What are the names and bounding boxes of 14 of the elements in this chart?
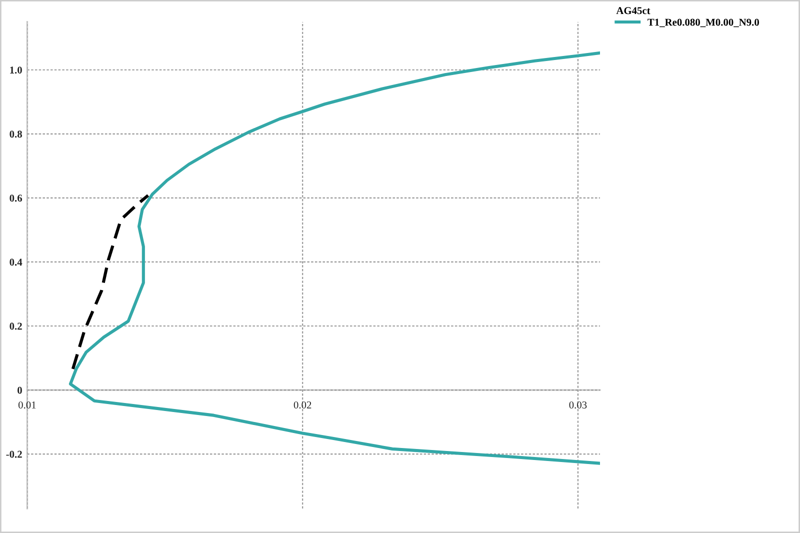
legend-title: AG45ct: [616, 7, 650, 14]
x-tick-label: 0.02: [294, 401, 312, 409]
y-tick-label: -0.2: [6, 450, 22, 458]
y-tick-label: 1.0: [10, 66, 22, 74]
line-series: [71, 194, 150, 370]
y-tick-label: 0.8: [10, 130, 22, 138]
x-tick-label: 0.03: [569, 401, 587, 409]
legend-label: T1_Re0.080_M0.00_N9.0: [648, 18, 759, 28]
y-tick-label: 0.4: [10, 258, 22, 266]
y-tick-label: 0.2: [10, 322, 22, 330]
line-series: [68, 51, 600, 465]
y-tick-label: 0: [18, 386, 22, 394]
y-tick-label: 0.6: [10, 194, 22, 202]
x-tick-label: 0.01: [18, 401, 36, 409]
